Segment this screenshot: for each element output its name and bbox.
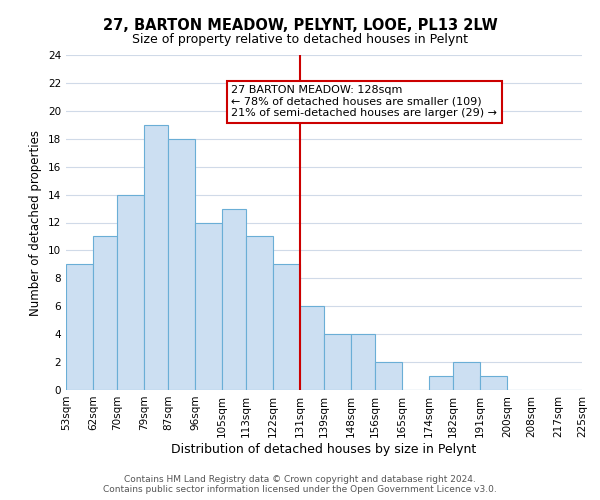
Bar [351, 334, 375, 390]
Bar [324, 334, 351, 390]
Bar [144, 125, 168, 390]
Bar [375, 362, 402, 390]
Bar [222, 208, 246, 390]
X-axis label: Distribution of detached houses by size in Pelynt: Distribution of detached houses by size … [172, 442, 476, 456]
Bar [480, 376, 507, 390]
Bar [117, 194, 144, 390]
Bar [453, 362, 480, 390]
Y-axis label: Number of detached properties: Number of detached properties [29, 130, 43, 316]
Text: 27 BARTON MEADOW: 128sqm
← 78% of detached houses are smaller (109)
21% of semi-: 27 BARTON MEADOW: 128sqm ← 78% of detach… [231, 85, 497, 118]
Bar [246, 236, 273, 390]
Text: Contains HM Land Registry data © Crown copyright and database right 2024.
Contai: Contains HM Land Registry data © Crown c… [103, 474, 497, 494]
Bar [195, 222, 222, 390]
Bar [300, 306, 324, 390]
Bar [429, 376, 453, 390]
Bar [273, 264, 300, 390]
Bar [93, 236, 117, 390]
Text: 27, BARTON MEADOW, PELYNT, LOOE, PL13 2LW: 27, BARTON MEADOW, PELYNT, LOOE, PL13 2L… [103, 18, 497, 32]
Bar [66, 264, 93, 390]
Bar [168, 139, 195, 390]
Text: Size of property relative to detached houses in Pelynt: Size of property relative to detached ho… [132, 32, 468, 46]
